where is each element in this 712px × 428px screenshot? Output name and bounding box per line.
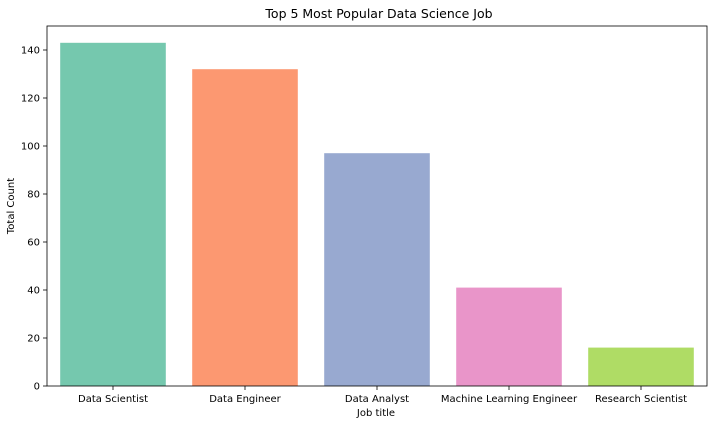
x-axis-label: Job title — [356, 408, 395, 419]
x-tick-label: Data Scientist — [78, 394, 148, 405]
x-tick-label: Data Analyst — [345, 394, 409, 405]
y-tick-label: 20 — [27, 334, 40, 345]
y-tick-label: 100 — [21, 142, 40, 153]
x-tick-label: Data Engineer — [209, 394, 281, 405]
y-tick-label: 40 — [27, 286, 40, 297]
x-tick-label: Machine Learning Engineer — [441, 394, 578, 405]
y-axis-label: Total Count — [6, 178, 17, 235]
bar-machine-learning-engineer — [456, 287, 562, 386]
chart-title-group: Top 5 Most Popular Data Science Job — [264, 6, 492, 21]
y-tick-label: 120 — [21, 94, 40, 105]
chart-title: Top 5 Most Popular Data Science Job — [264, 6, 492, 21]
y-tick-label: 140 — [21, 46, 40, 57]
bar-data-engineer — [192, 69, 298, 386]
y-tick-label: 0 — [34, 382, 40, 393]
x-tick-label: Research Scientist — [595, 394, 687, 405]
x-ticks-layer: Data Scientist Data Engineer Data Analyst M… — [78, 386, 687, 405]
bars-layer — [60, 42, 694, 387]
bar-data-scientist — [60, 42, 166, 387]
y-ticks-layer: 0 20 40 60 80 100 120 140 — [21, 46, 47, 393]
y-tick-label: 60 — [27, 238, 40, 249]
bar-research-scientist — [588, 347, 694, 386]
y-tick-label: 80 — [27, 190, 40, 201]
bar-data-analyst — [324, 153, 430, 386]
